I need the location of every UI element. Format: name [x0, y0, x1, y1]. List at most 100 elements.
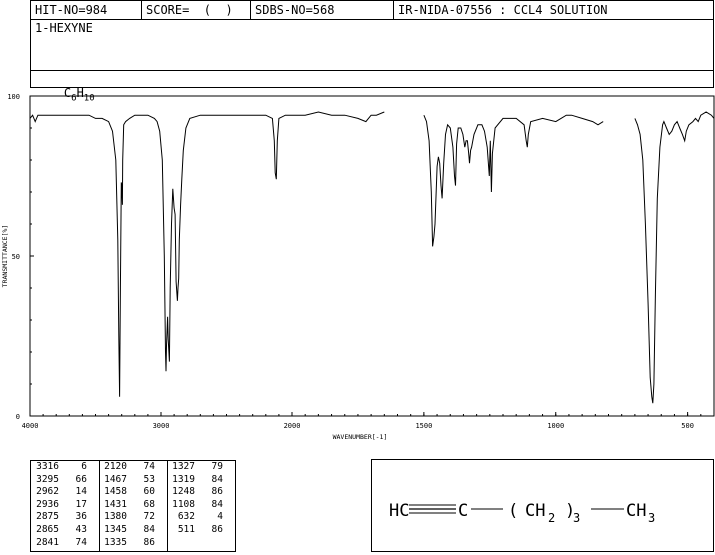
peak-row: 1431 68: [101, 499, 165, 512]
compound-name: 1-HEXYNE: [35, 21, 93, 35]
ir-spectrum-chart: 4000 3000 2000 1500 1000 500 0 50 100 WAVENUMBE…: [1, 93, 715, 441]
sdbs-number: SDBS-NO=568: [255, 3, 335, 17]
x-tick-label: 3000: [153, 422, 170, 430]
y-tick-label: 50: [12, 253, 20, 261]
x-tick-label: 4000: [22, 422, 39, 430]
structure-paren-open: (: [508, 501, 518, 521]
structure-ch3: CH: [626, 501, 646, 521]
peak-transmittance: 68: [143, 498, 155, 510]
peak-transmittance: 74: [143, 461, 155, 472]
x-tick-label: 1000: [547, 422, 564, 430]
peak-wavenumber: 2936: [36, 498, 59, 510]
peak-transmittance: 14: [75, 486, 87, 498]
peak-transmittance: 66: [75, 473, 87, 485]
peak-table-divider: [99, 461, 100, 551]
peak-transmittance: 53: [143, 473, 155, 485]
peak-row: 511 86: [169, 524, 233, 537]
peak-row: 2841 74: [33, 537, 97, 550]
plot-frame: [29, 95, 715, 417]
structure-panel: HC C ( CH 2 ) 3 CH 3: [371, 459, 714, 552]
y-axis: 0 50 100: [7, 93, 34, 421]
peak-wavenumber: 3316: [36, 461, 59, 472]
structural-formula: HC C ( CH 2 ) 3 CH 3: [389, 501, 655, 525]
formula-hydrogen-count: 10: [83, 93, 95, 104]
structure-repeat-subscript: 3: [573, 511, 580, 525]
peak-transmittance: 43: [75, 523, 87, 535]
peak-wavenumber: 632: [177, 511, 195, 523]
peak-row: 1335 86: [101, 537, 165, 550]
header-divider: [250, 1, 251, 20]
peak-transmittance: 60: [143, 486, 155, 498]
peak-table-column: 1327 79 1319 84 1248 86 1108 84 632 4 511 86: [169, 461, 233, 551]
structure-hc: HC: [389, 501, 409, 521]
peak-wavenumber: 1335: [104, 536, 127, 548]
peak-wavenumber: 2120: [104, 461, 127, 472]
y-tick-label: 100: [7, 93, 20, 101]
structure-ch2: CH: [525, 501, 545, 521]
peak-wavenumber: 2875: [36, 511, 59, 523]
peak-table-column: 3316 6 3295 66 2962 14 2936 17 2875 36 2865 43 2841 7…: [33, 461, 97, 551]
structure-paren-close: ): [565, 501, 575, 521]
peak-wavenumber: 1108: [172, 498, 195, 510]
peak-transmittance: 4: [217, 511, 223, 523]
x-axis-label: WAVENUMBER[-1]: [333, 433, 388, 441]
peak-row: 2936 17: [33, 499, 97, 512]
header-divider: [141, 1, 142, 20]
spectrum-segment: [423, 114, 604, 247]
peak-transmittance: 72: [143, 511, 155, 523]
peak-row: 1345 84: [101, 524, 165, 537]
peak-transmittance: 86: [211, 486, 223, 498]
header-panel: HIT-NO=984 SCORE= ( ) SDBS-NO=568 IR-NID…: [30, 0, 714, 103]
hit-number: HIT-NO=984: [35, 3, 108, 17]
spectrum-segment: [634, 111, 715, 404]
formula-hydrogen: H: [76, 86, 84, 100]
score-field: SCORE= ( ): [146, 3, 233, 17]
peak-wavenumber: 1327: [172, 461, 195, 472]
peak-row: 632 4: [169, 511, 233, 524]
peak-table: 3316 6 3295 66 2962 14 2936 17 2875 36 2865 43 2841 7…: [30, 460, 236, 552]
peak-row: 1327 79: [169, 461, 233, 474]
peak-wavenumber: 1458: [104, 486, 127, 498]
peak-transmittance: 74: [75, 536, 87, 548]
x-tick-label: 1500: [415, 422, 432, 430]
peak-row: 2962 14: [33, 486, 97, 499]
structure-c: C: [458, 501, 468, 521]
spectrum-segment: [29, 111, 385, 397]
peak-wavenumber: 2962: [36, 486, 59, 498]
peak-wavenumber: 1248: [172, 486, 195, 498]
peak-wavenumber: 1319: [172, 473, 195, 485]
formula-carbon-count: 6: [71, 93, 77, 104]
x-tick-label: 2000: [284, 422, 301, 430]
peak-table-column: 2120 74 1467 53 1458 60 1431 68 1380 72 1345 84 1335…: [101, 461, 165, 551]
peak-row: 2875 36: [33, 511, 97, 524]
peak-transmittance: 86: [211, 523, 223, 535]
peak-row: 3295 66: [33, 474, 97, 487]
peak-transmittance: 36: [75, 511, 87, 523]
peak-wavenumber: 1380: [104, 511, 127, 523]
peak-row: 2865 43: [33, 524, 97, 537]
ir-nida-number: IR-NIDA-07556 : CCL4 SOLUTION: [398, 3, 608, 17]
peak-wavenumber: 2865: [36, 523, 59, 535]
peak-table-divider: [167, 461, 168, 551]
peak-wavenumber: 3295: [36, 473, 59, 485]
peak-wavenumber: 1467: [104, 473, 127, 485]
header-rule: [31, 19, 713, 20]
peak-row: 1458 60: [101, 486, 165, 499]
peak-transmittance: 6: [81, 461, 87, 472]
y-tick-label: 0: [16, 413, 20, 421]
peak-transmittance: 84: [143, 523, 155, 535]
x-axis: 4000 3000 2000 1500 1000 500: [22, 412, 702, 430]
peak-row: 3316 6: [33, 461, 97, 474]
structure-ch2-subscript: 2: [548, 511, 555, 525]
peak-transmittance: 17: [75, 498, 87, 510]
peak-wavenumber: 2841: [36, 536, 59, 548]
peak-row: 1248 86: [169, 486, 233, 499]
spectrum-trace: [29, 111, 715, 404]
peak-row: 1108 84: [169, 499, 233, 512]
peak-row: 1319 84: [169, 474, 233, 487]
x-tick-label: 500: [681, 422, 694, 430]
y-axis-label: TRANSMITTANCE[%]: [1, 225, 9, 288]
header-divider: [393, 1, 394, 20]
structure-ch3-subscript: 3: [648, 511, 655, 525]
peak-transmittance: 86: [143, 536, 155, 548]
